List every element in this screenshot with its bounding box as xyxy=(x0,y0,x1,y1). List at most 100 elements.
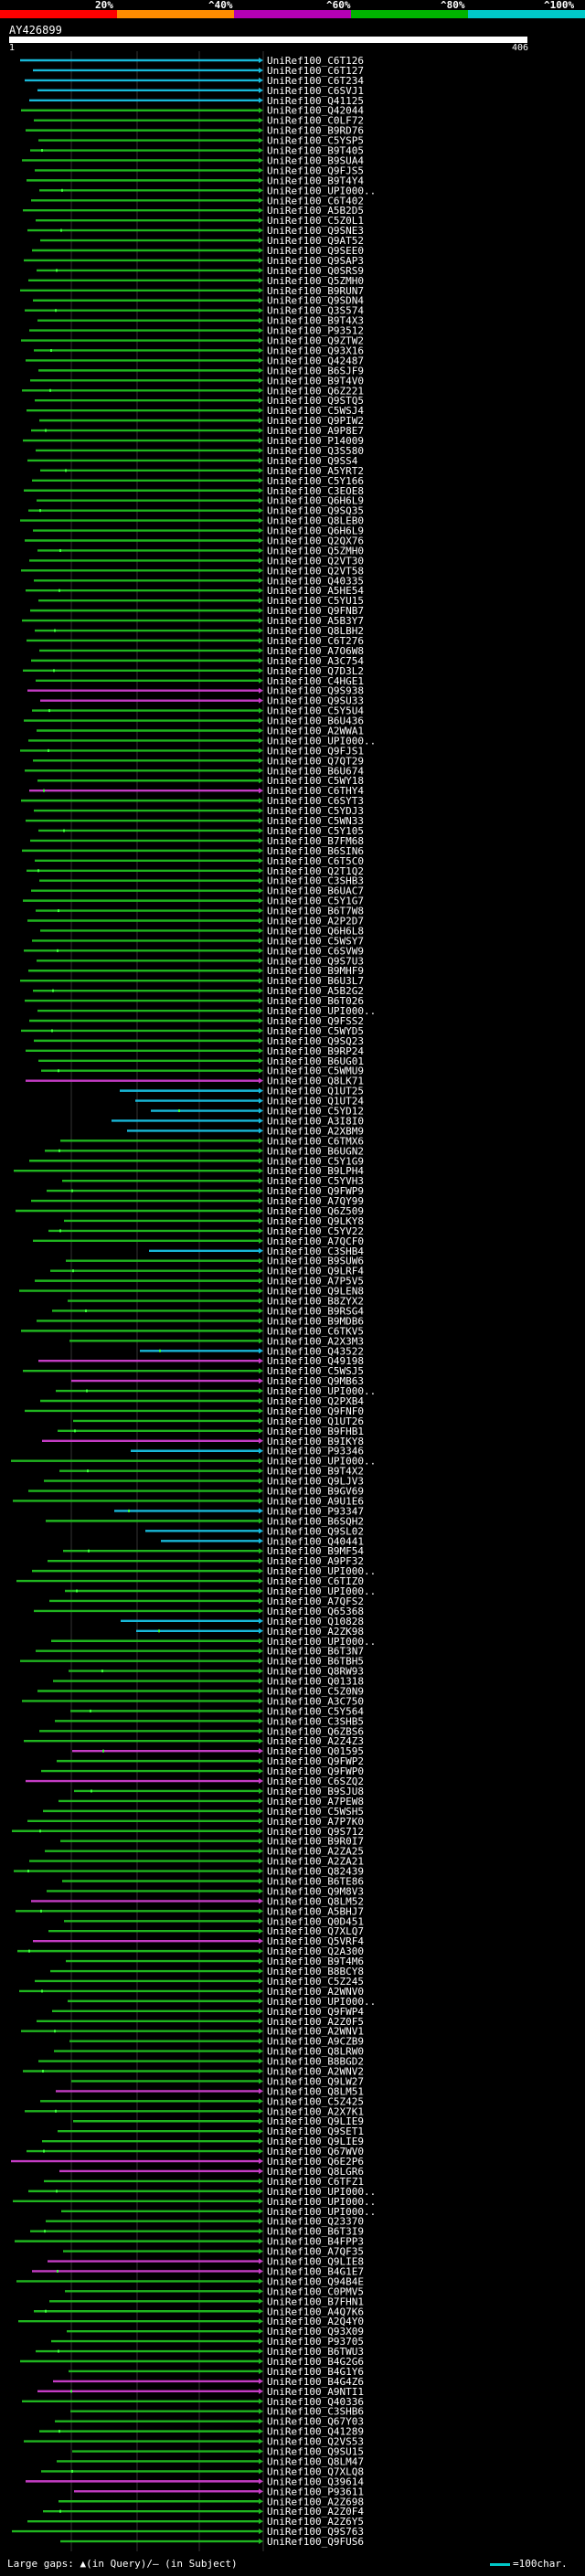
hit-label[interactable]: UniRef100_Q9M8V3 xyxy=(267,1885,364,1897)
hit-label[interactable]: UniRef100_A7QF35 xyxy=(267,2246,364,2258)
hit-label[interactable]: UniRef100_Q9SQ23 xyxy=(267,1035,364,1047)
hit-label[interactable]: UniRef100_Q9SU33 xyxy=(267,695,364,707)
hit-label[interactable]: UniRef100_Q9LKY8 xyxy=(267,1215,364,1227)
hit-label[interactable]: UniRef100_A2ZA21 xyxy=(267,1856,364,1868)
hit-label[interactable]: UniRef100_B9LPH4 xyxy=(267,1165,364,1177)
hit-label[interactable]: UniRef100_Q6H6L9 xyxy=(267,525,364,537)
hit-label[interactable]: UniRef100_Q0SRS9 xyxy=(267,265,364,277)
hit-label[interactable]: UniRef100_C5Z0L1 xyxy=(267,215,364,227)
hit-label[interactable]: UniRef100_B4G1E7 xyxy=(267,2265,364,2277)
hit-label[interactable]: UniRef100_Q9SDN4 xyxy=(267,295,364,307)
hit-label[interactable]: UniRef100_Q6E2P6 xyxy=(267,2156,364,2168)
hit-label[interactable]: UniRef100_C6T127 xyxy=(267,65,364,77)
hit-label[interactable]: UniRef100_B9T4V0 xyxy=(267,375,364,387)
hit-label[interactable]: UniRef100_P93705 xyxy=(267,2336,364,2348)
hit-label[interactable]: UniRef100_Q42044 xyxy=(267,105,364,117)
hit-label[interactable]: UniRef100_A5B3Y7 xyxy=(267,615,364,627)
hit-label[interactable]: UniRef100_A5YRT2 xyxy=(267,465,364,477)
hit-label[interactable]: UniRef100_B8ZYX2 xyxy=(267,1296,364,1308)
hit-label[interactable]: UniRef100_Q9S7U3 xyxy=(267,955,364,967)
hit-label[interactable]: UniRef100_B6UG01 xyxy=(267,1055,364,1067)
hit-label[interactable]: UniRef100_B6SQH2 xyxy=(267,1515,364,1527)
hit-label[interactable]: UniRef100_C5Z245 xyxy=(267,1976,364,1988)
hit-label[interactable]: UniRef100_B9R0I7 xyxy=(267,1836,364,1848)
hit-label[interactable]: UniRef100_Q01318 xyxy=(267,1676,364,1688)
hit-label[interactable]: UniRef100_UPI000.. xyxy=(267,185,376,196)
hit-label[interactable]: UniRef100_Q9PIW2 xyxy=(267,415,364,427)
hit-label[interactable]: UniRef100_C6T234 xyxy=(267,75,364,87)
hit-label[interactable]: UniRef100_B4G2G6 xyxy=(267,2356,364,2368)
hit-label[interactable]: UniRef100_B4G4Z6 xyxy=(267,2376,364,2388)
hit-label[interactable]: UniRef100_Q67WV0 xyxy=(267,2146,364,2157)
hit-label[interactable]: UniRef100_Q9FWP2 xyxy=(267,1755,364,1767)
hit-label[interactable]: UniRef100_Q6Z509 xyxy=(267,1205,364,1217)
hit-label[interactable]: UniRef100_Q5ZMH0 xyxy=(267,275,364,287)
hit-label[interactable]: UniRef100_A2XBM9 xyxy=(267,1125,364,1137)
hit-label[interactable]: UniRef100_C5YU15 xyxy=(267,595,364,607)
hit-label[interactable]: UniRef100_Q5VRF4 xyxy=(267,1935,364,1947)
hit-label[interactable]: UniRef100_A2Z0F5 xyxy=(267,2016,364,2028)
hit-label[interactable]: UniRef100_C6THY4 xyxy=(267,785,364,797)
hit-label[interactable]: UniRef100_B6UGN2 xyxy=(267,1145,364,1157)
hit-label[interactable]: UniRef100_Q8LGR6 xyxy=(267,2166,364,2178)
hit-label[interactable]: UniRef100_Q9FNF0 xyxy=(267,1405,364,1417)
hit-label[interactable]: UniRef100_C5WMU9 xyxy=(267,1065,364,1077)
hit-label[interactable]: UniRef100_A5HE54 xyxy=(267,585,364,597)
hit-label[interactable]: UniRef100_Q9SAP3 xyxy=(267,255,364,267)
hit-label[interactable]: UniRef100_C5Y105 xyxy=(267,825,364,837)
hit-label[interactable]: UniRef100_Q6Z221 xyxy=(267,385,364,397)
hit-label[interactable]: UniRef100_C3EOE8 xyxy=(267,485,364,497)
hit-label[interactable]: UniRef100_C3SHB6 xyxy=(267,2406,364,2418)
hit-label[interactable]: UniRef100_Q9S712 xyxy=(267,1826,364,1838)
hit-label[interactable]: UniRef100_A2ZA25 xyxy=(267,1846,364,1858)
hit-label[interactable]: UniRef100_C5YVH3 xyxy=(267,1175,364,1187)
hit-label[interactable]: UniRef100_C5Y166 xyxy=(267,475,364,487)
hit-label[interactable]: UniRef100_Q82439 xyxy=(267,1866,364,1878)
hit-label[interactable]: UniRef100_Q9FJS5 xyxy=(267,164,364,176)
hit-label[interactable]: UniRef100_Q65368 xyxy=(267,1606,364,1617)
hit-label[interactable]: UniRef100_B9GV69 xyxy=(267,1486,364,1498)
hit-label[interactable]: UniRef100_C6T126 xyxy=(267,55,364,67)
hit-label[interactable]: UniRef100_Q9LRF4 xyxy=(267,1266,364,1277)
hit-label[interactable]: UniRef100_B6TE86 xyxy=(267,1875,364,1887)
hit-label[interactable]: UniRef100_Q3S580 xyxy=(267,445,364,457)
hit-label[interactable]: UniRef100_B9MF54 xyxy=(267,1545,364,1557)
hit-label[interactable]: UniRef100_Q93X16 xyxy=(267,345,364,356)
hit-label[interactable]: UniRef100_C5WSH5 xyxy=(267,1806,364,1818)
hit-label[interactable]: UniRef100_Q2A300 xyxy=(267,1945,364,1957)
hit-label[interactable]: UniRef100_C5Y1G9 xyxy=(267,1155,364,1167)
hit-label[interactable]: UniRef100_C3SHB5 xyxy=(267,1715,364,1727)
hit-label[interactable]: UniRef100_C5WSJ5 xyxy=(267,1365,364,1377)
hit-label[interactable]: UniRef100_C6T276 xyxy=(267,635,364,647)
hit-label[interactable]: UniRef100_C0PMV5 xyxy=(267,2285,364,2297)
hit-label[interactable]: UniRef100_A2ZK98 xyxy=(267,1626,364,1638)
hit-label[interactable]: UniRef100_C5WYD5 xyxy=(267,1025,364,1037)
hit-label[interactable]: UniRef100_Q7QT29 xyxy=(267,755,364,767)
hit-label[interactable]: UniRef100_Q6H6L9 xyxy=(267,495,364,507)
hit-label[interactable]: UniRef100_B9RP24 xyxy=(267,1045,364,1057)
hit-label[interactable]: UniRef100_B6TBH5 xyxy=(267,1656,364,1668)
hit-label[interactable]: UniRef100_A2Z0F4 xyxy=(267,2506,364,2518)
hit-label[interactable]: UniRef100_Q8LBH2 xyxy=(267,625,364,637)
hit-label[interactable]: UniRef100_Q9FUS6 xyxy=(267,2536,364,2548)
hit-label[interactable]: UniRef100_Q39614 xyxy=(267,2475,364,2487)
hit-label[interactable]: UniRef100_Q67Y03 xyxy=(267,2416,364,2428)
hit-label[interactable]: UniRef100_A7QY99 xyxy=(267,1195,364,1207)
hit-label[interactable]: UniRef100_A9P8E7 xyxy=(267,425,364,437)
hit-label[interactable]: UniRef100_Q40441 xyxy=(267,1535,364,1547)
hit-label[interactable]: UniRef100_Q40336 xyxy=(267,2396,364,2408)
hit-label[interactable]: UniRef100_Q2VT58 xyxy=(267,565,364,577)
hit-label[interactable]: UniRef100_A2WNV2 xyxy=(267,2066,364,2078)
hit-label[interactable]: UniRef100_Q9FWP0 xyxy=(267,1765,364,1777)
hit-label[interactable]: UniRef100_UPI000.. xyxy=(267,1996,376,2008)
hit-label[interactable]: UniRef100_UPI000.. xyxy=(267,2186,376,2198)
hit-label[interactable]: UniRef100_B9RD76 xyxy=(267,125,364,137)
hit-label[interactable]: UniRef100_Q9SL02 xyxy=(267,1525,364,1537)
hit-label[interactable]: UniRef100_C5Z425 xyxy=(267,2095,364,2107)
hit-label[interactable]: UniRef100_UPI000.. xyxy=(267,1385,376,1397)
hit-label[interactable]: UniRef100_C5YD12 xyxy=(267,1106,364,1118)
hit-label[interactable]: UniRef100_Q9SEE0 xyxy=(267,245,364,257)
hit-label[interactable]: UniRef100_Q8LRW0 xyxy=(267,2046,364,2058)
hit-label[interactable]: UniRef100_B9T4X3 xyxy=(267,315,364,327)
hit-label[interactable]: UniRef100_A5B2D5 xyxy=(267,205,364,217)
